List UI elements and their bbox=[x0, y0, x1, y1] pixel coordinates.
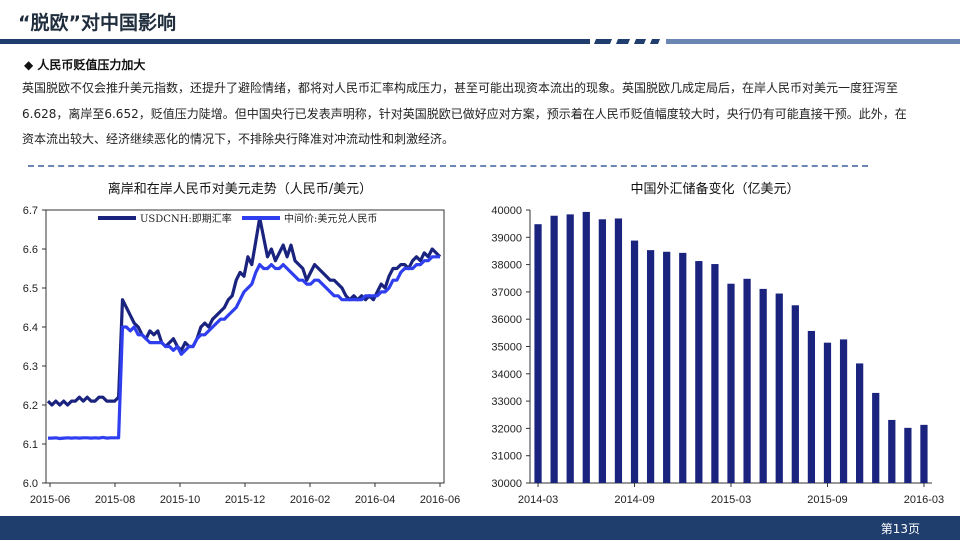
y-tick-label: 6.5 bbox=[23, 283, 38, 295]
y-tick-label: 6.0 bbox=[23, 478, 38, 490]
y-tick-label: 37000 bbox=[491, 287, 522, 299]
y-tick-label: 6.7 bbox=[23, 205, 38, 217]
section-divider bbox=[28, 165, 868, 167]
bar bbox=[663, 251, 671, 483]
bar bbox=[888, 419, 896, 483]
rmb-line-chart: 6.0 6.1 6.2 6.3 6.4 6.5 6.6 6.7 2015-06 2015-08 20… bbox=[23, 205, 460, 506]
y-tick-label: 38000 bbox=[491, 260, 522, 272]
body-paragraph: 英国脱欧不仅会推升美元指数，还提升了避险情绪，都将对人民币汇率构成压力，甚至可能… bbox=[22, 81, 907, 146]
bar bbox=[823, 342, 832, 483]
bar bbox=[856, 363, 864, 483]
slide-title: “脱欧”对中国影响 bbox=[18, 12, 176, 34]
y-tick-label: 35000 bbox=[491, 342, 522, 354]
y-tick-label: 6.3 bbox=[23, 361, 38, 373]
bar bbox=[727, 283, 735, 483]
bar bbox=[630, 240, 639, 483]
bar bbox=[550, 215, 558, 483]
bar bbox=[775, 293, 783, 483]
y-tick-label: 36000 bbox=[491, 314, 522, 326]
series-line-usdcnh bbox=[46, 216, 442, 407]
bar bbox=[679, 252, 687, 483]
x-tick-label: 2016-03 bbox=[904, 494, 944, 506]
y-tick-label: 34000 bbox=[491, 369, 522, 381]
bar bbox=[614, 218, 623, 483]
legend-label: 中间价:美元兑人民币 bbox=[284, 212, 377, 225]
fx-reserve-bar-chart: 30000 31000 32000 33000 34000 35000 36000 37000… bbox=[491, 205, 944, 506]
x-tick-label: 2015-08 bbox=[95, 494, 135, 506]
y-tick-label: 30000 bbox=[491, 478, 522, 490]
bar bbox=[872, 392, 880, 483]
x-tick-label: 2015-12 bbox=[225, 494, 265, 506]
x-tick-label: 2014-09 bbox=[614, 494, 654, 506]
bar bbox=[791, 305, 799, 483]
bar bbox=[743, 278, 751, 483]
x-tick-label: 2016-04 bbox=[355, 494, 395, 506]
y-tick-label: 40000 bbox=[491, 205, 522, 217]
x-tick-label: 2015-03 bbox=[711, 494, 751, 506]
y-tick-label: 6.2 bbox=[23, 400, 38, 412]
bar bbox=[920, 424, 928, 483]
header-rule bbox=[0, 39, 960, 44]
bar bbox=[711, 264, 719, 483]
y-tick-label: 39000 bbox=[491, 232, 522, 244]
bar bbox=[598, 219, 606, 484]
y-tick-label: 6.6 bbox=[23, 244, 38, 256]
y-tick-label: 6.1 bbox=[23, 439, 38, 451]
y-tick-label: 32000 bbox=[491, 423, 522, 435]
plot-frame bbox=[45, 209, 445, 484]
y-tick-label: 6.4 bbox=[23, 322, 38, 334]
x-tick-label: 2015-09 bbox=[807, 494, 847, 506]
x-tick-label: 2016-02 bbox=[290, 494, 330, 506]
bar bbox=[759, 288, 767, 483]
footer-bar: 第13页 bbox=[0, 516, 960, 540]
bar bbox=[566, 214, 574, 484]
section-heading: ◆ 人民币贬值压力加大 bbox=[24, 58, 146, 72]
legend-label: USDCNH:即期汇率 bbox=[140, 212, 232, 225]
bar bbox=[839, 339, 848, 483]
x-tick-label: 2015-06 bbox=[30, 494, 70, 506]
bar bbox=[807, 330, 816, 483]
bar bbox=[695, 261, 703, 483]
bar bbox=[582, 211, 590, 483]
x-tick-label: 2015-10 bbox=[160, 494, 200, 506]
bar bbox=[534, 224, 542, 484]
right-chart-title: 中国外汇储备变化（亿美元） bbox=[630, 182, 800, 197]
y-tick-label: 31000 bbox=[491, 451, 522, 463]
page-number: 第13页 bbox=[880, 522, 920, 536]
bar bbox=[646, 250, 655, 483]
y-tick-label: 33000 bbox=[491, 396, 522, 408]
bar bbox=[904, 427, 912, 483]
series-line-central-parity bbox=[48, 255, 440, 441]
left-chart-title: 离岸和在岸人民币对美元走势（人民币/美元） bbox=[107, 182, 373, 197]
x-tick-label: 2014-03 bbox=[518, 494, 558, 506]
x-tick-label: 2016-06 bbox=[420, 494, 460, 506]
